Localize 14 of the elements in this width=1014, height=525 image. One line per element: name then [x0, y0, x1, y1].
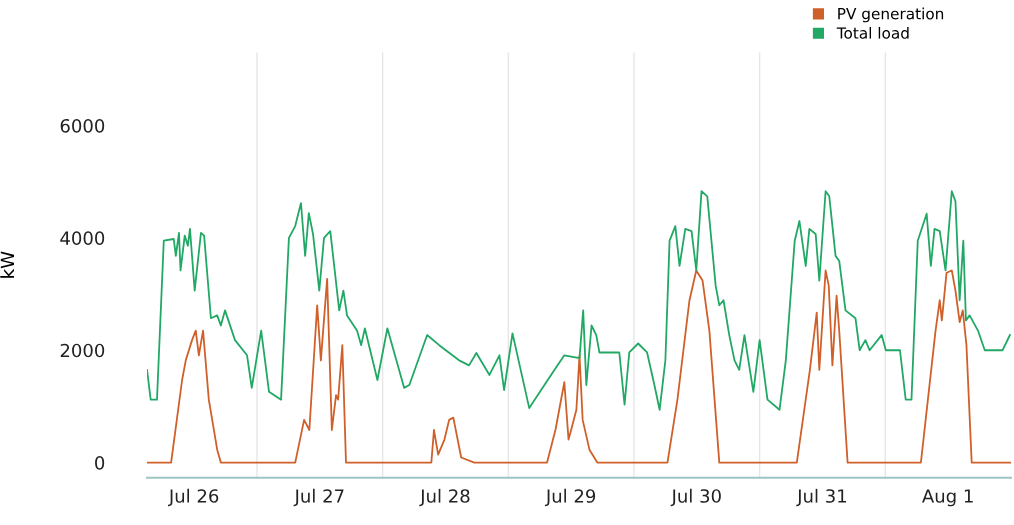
x-tick-label: Jul 27	[293, 488, 344, 507]
y-tick-label: 4000	[60, 231, 105, 245]
y-axis-title: kW	[0, 251, 14, 278]
legend-label: Total load	[836, 26, 909, 39]
y-tick-label: 6000	[60, 118, 105, 133]
x-tick-label: Aug 1	[922, 489, 973, 507]
legend-label: PV generation	[838, 7, 944, 23]
x-tick-label: Jul 29	[544, 488, 596, 507]
x-tick-label: Jul 28	[419, 488, 470, 507]
y-tick-label: 2000	[60, 343, 105, 358]
x-tick-label: Jul 30	[670, 488, 721, 507]
y-tick-label: 0	[95, 456, 105, 470]
x-tick-label: Jul 26	[167, 488, 219, 507]
x-tick-label: Jul 31	[796, 488, 847, 507]
